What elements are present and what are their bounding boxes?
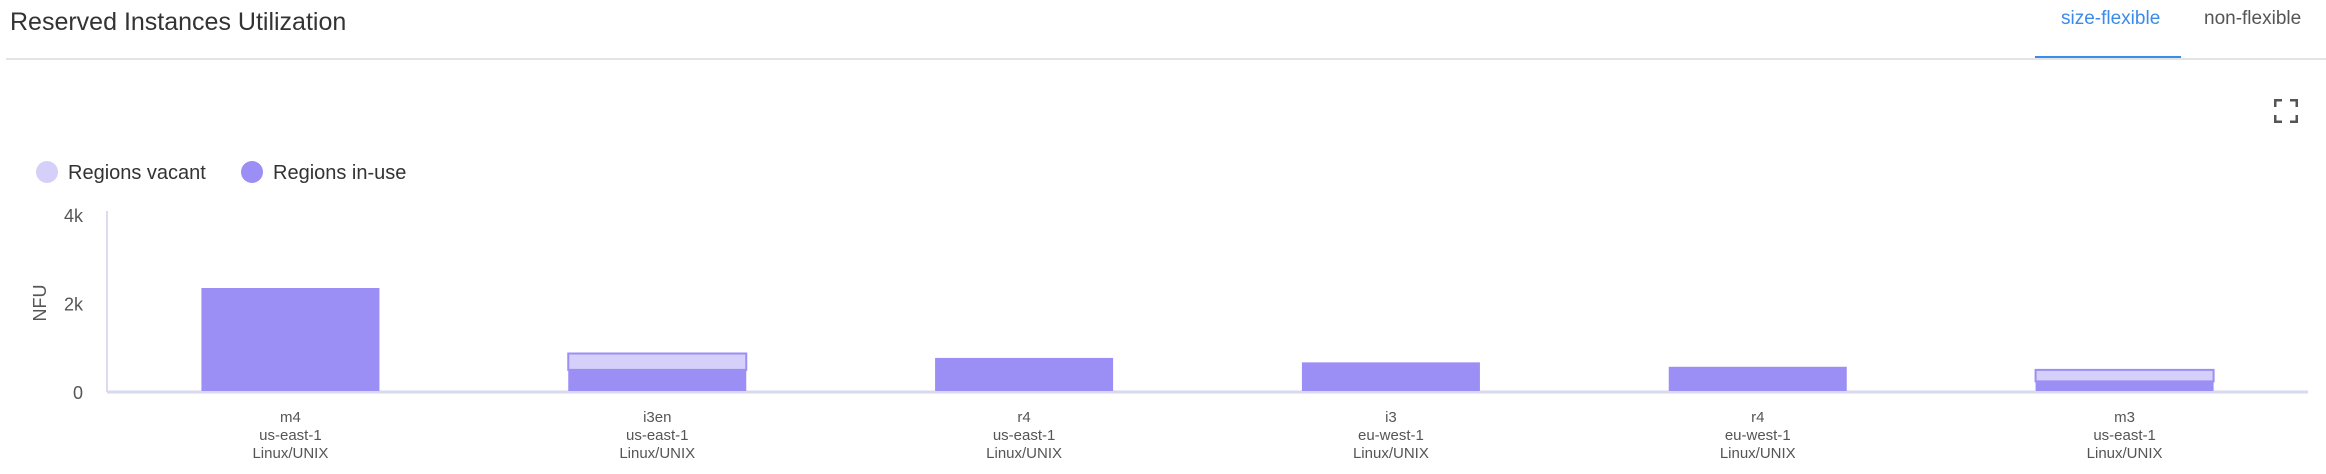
legend-swatch[interactable] [36, 161, 58, 183]
x-tick-label: us-east-1 [259, 427, 322, 444]
bar-regions-in-use [2035, 381, 2214, 391]
bar-regions-in-use [201, 288, 380, 391]
x-tick-label: us-east-1 [626, 427, 689, 444]
page-title: Reserved Instances Utilization [10, 8, 347, 36]
bar-regions-vacant [2034, 368, 2215, 383]
x-tick-label: eu-west-1 [1358, 427, 1424, 444]
x-tick-label: m4 [280, 409, 301, 426]
x-tick-label: Linux/UNIX [986, 445, 1062, 462]
tab-size-flexible[interactable]: size-flexible [2061, 8, 2161, 29]
x-tick-label: r4 [1017, 409, 1030, 426]
x-tick-label: i3 [1385, 409, 1397, 426]
x-tick-label: Linux/UNIX [1720, 445, 1796, 462]
legend-label[interactable]: Regions in-use [273, 162, 406, 184]
bar-regions-in-use [1301, 362, 1480, 391]
fullscreen-icon[interactable] [2273, 98, 2299, 124]
bar-regions-in-use [568, 369, 747, 391]
x-tick-label: Linux/UNIX [619, 445, 695, 462]
x-tick-label: m3 [2114, 409, 2135, 426]
legend-swatch[interactable] [241, 161, 263, 183]
header-divider [6, 58, 2326, 60]
y-axis-label: NFU [30, 285, 50, 322]
tab-non-flexible[interactable]: non-flexible [2204, 8, 2302, 29]
bar-regions-vacant [567, 352, 748, 371]
y-tick-label: 0 [73, 383, 83, 403]
x-tick-label: r4 [1751, 409, 1764, 426]
x-tick-label: i3en [643, 409, 671, 426]
x-tick-label: us-east-1 [2093, 427, 2156, 444]
y-tick-label: 2k [64, 295, 84, 315]
x-tick-label: eu-west-1 [1725, 427, 1791, 444]
legend-label[interactable]: Regions vacant [68, 162, 206, 184]
x-tick-label: us-east-1 [993, 427, 1056, 444]
bar-regions-in-use [935, 357, 1114, 391]
active-tab-indicator [2035, 56, 2181, 59]
x-tick-label: Linux/UNIX [2087, 445, 2163, 462]
y-tick-label: 4k [64, 206, 84, 226]
bar-regions-in-use [1668, 366, 1847, 391]
x-tick-label: Linux/UNIX [1353, 445, 1429, 462]
x-tick-label: Linux/UNIX [252, 445, 328, 462]
